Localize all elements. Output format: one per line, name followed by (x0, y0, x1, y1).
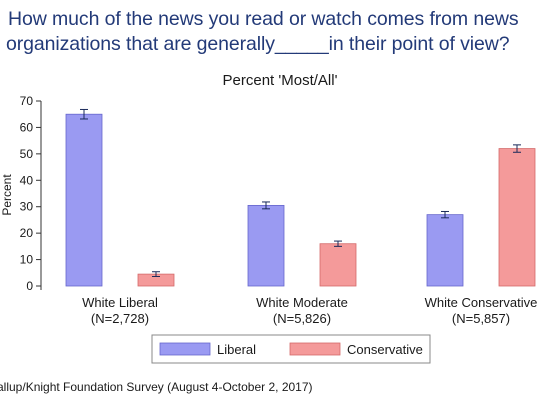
category-label: White Liberal (82, 295, 158, 310)
y-tick-label: 10 (20, 253, 34, 267)
question-line-2: organizations that are generally_____in … (6, 33, 510, 55)
bar-conservative-1 (319, 243, 357, 287)
bar-liberal-2 (426, 214, 464, 287)
y-tick-label: 0 (26, 279, 33, 293)
category-label: White Moderate (256, 295, 348, 310)
category-n-label: (N=5,857) (452, 311, 510, 326)
y-axis-label: Percent (0, 174, 14, 216)
legend-label-conservative: Conservative (347, 342, 423, 357)
category-label: White Conservative (425, 295, 538, 310)
y-tick-label: 50 (20, 147, 34, 161)
y-tick-label: 60 (20, 120, 34, 134)
source-note: allup/Knight Foundation Survey (August 4… (0, 380, 313, 394)
category-n-label: (N=2,728) (91, 311, 149, 326)
bar-liberal-0 (65, 113, 103, 287)
y-tick-label: 40 (20, 173, 34, 187)
question-line-1: How much of the news you read or watch c… (8, 8, 519, 30)
y-tick-label: 20 (20, 226, 34, 240)
y-tick-label: 30 (20, 200, 34, 214)
legend-swatch-liberal (159, 342, 211, 356)
legend-label-liberal: Liberal (217, 342, 256, 357)
bar-liberal-1 (247, 204, 285, 287)
y-tick-label: 70 (20, 94, 34, 108)
question-header: How much of the news you read or watch c… (0, 0, 560, 70)
legend-swatch-conservative (289, 342, 341, 356)
chart-title: Percent 'Most/All' (222, 72, 338, 89)
bar-conservative-2 (498, 148, 536, 287)
category-n-label: (N=5,826) (273, 311, 331, 326)
